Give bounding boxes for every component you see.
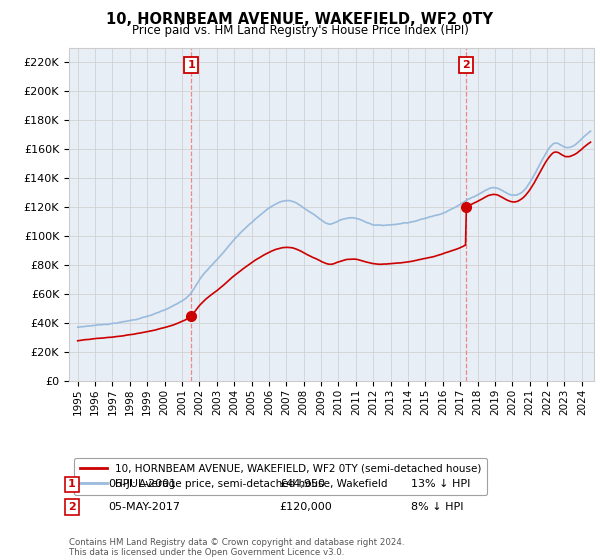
Text: 1: 1 [68,479,76,489]
Text: 06-JUL-2001: 06-JUL-2001 [108,479,176,489]
Text: £44,950: £44,950 [279,479,325,489]
Text: Contains HM Land Registry data © Crown copyright and database right 2024.
This d: Contains HM Land Registry data © Crown c… [69,538,404,557]
Text: 8% ↓ HPI: 8% ↓ HPI [411,502,463,512]
Text: 2: 2 [68,502,76,512]
Legend: 10, HORNBEAM AVENUE, WAKEFIELD, WF2 0TY (semi-detached house), HPI: Average pric: 10, HORNBEAM AVENUE, WAKEFIELD, WF2 0TY … [74,458,487,496]
Text: 13% ↓ HPI: 13% ↓ HPI [411,479,470,489]
Text: 10, HORNBEAM AVENUE, WAKEFIELD, WF2 0TY: 10, HORNBEAM AVENUE, WAKEFIELD, WF2 0TY [107,12,493,27]
Text: 1: 1 [187,60,195,70]
Text: 05-MAY-2017: 05-MAY-2017 [108,502,180,512]
Text: Price paid vs. HM Land Registry's House Price Index (HPI): Price paid vs. HM Land Registry's House … [131,24,469,36]
Text: 2: 2 [463,60,470,70]
Text: £120,000: £120,000 [279,502,332,512]
